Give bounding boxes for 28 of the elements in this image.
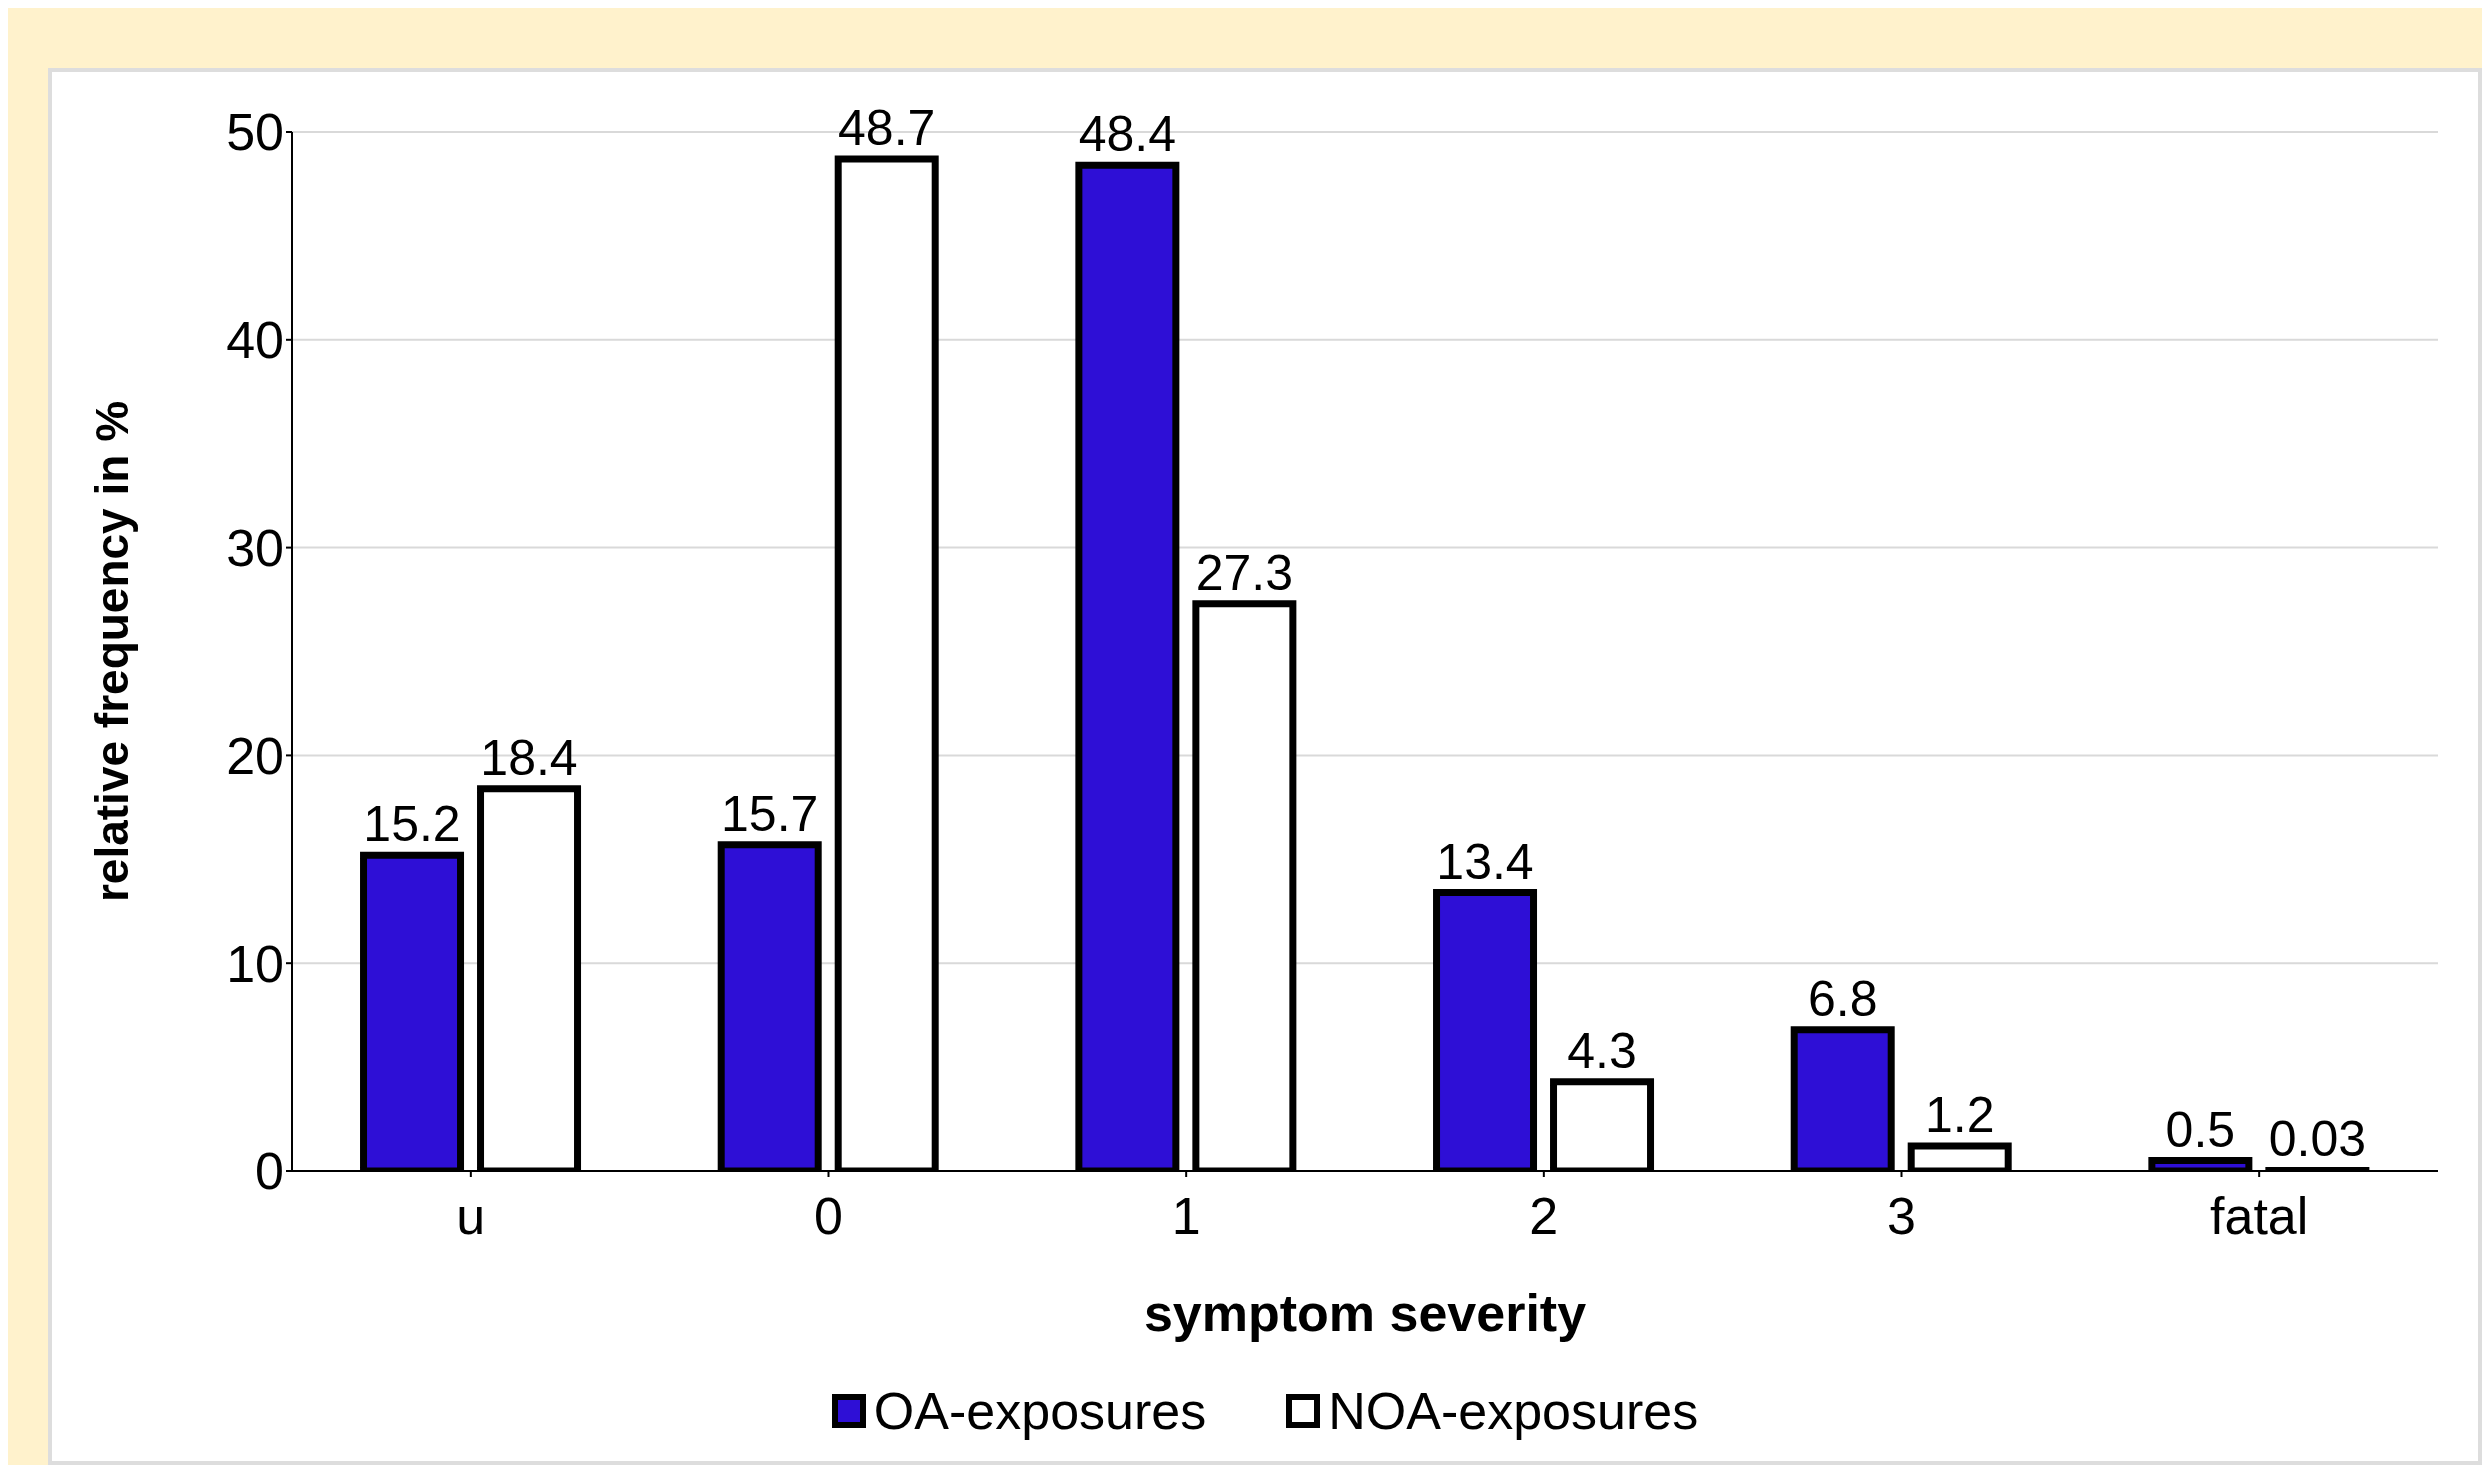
y-tick-label: 10: [226, 934, 284, 993]
data-label: 0.03: [2268, 1111, 2367, 1168]
data-label: 15.2: [363, 796, 461, 853]
x-tick-label: 1: [1171, 1186, 1201, 1245]
data-label: 48.7: [838, 100, 936, 157]
y-tick-label: 0: [255, 1142, 284, 1201]
y-tick-label: 20: [226, 726, 284, 785]
x-tick-label: 2: [1529, 1186, 1559, 1245]
y-tick-label: 50: [226, 103, 284, 162]
x-tick-label: 0: [814, 1186, 843, 1245]
data-label: 27.3: [1195, 544, 1294, 601]
x-axis-title: symptom severity: [1143, 1284, 1587, 1342]
y-axis-title: relative frequency in %: [86, 400, 139, 903]
legend-label: NOA-exposures: [1328, 1381, 1699, 1441]
data-label: 48.4: [1078, 106, 1177, 163]
x-tick-label: fatal: [2210, 1186, 2309, 1245]
data-label: 13.4: [1436, 833, 1534, 890]
legend-label: OA-exposures: [873, 1381, 1207, 1441]
data-label: 15.7: [721, 785, 819, 842]
x-tick-label: u: [456, 1186, 486, 1245]
y-tick-label: 30: [226, 519, 284, 578]
data-label: 0.5: [2165, 1101, 2236, 1158]
data-label: 4.3: [1567, 1022, 1637, 1079]
data-label: 6.8: [1807, 970, 1878, 1027]
data-label: 18.4: [480, 729, 578, 786]
x-tick-label: 3: [1887, 1186, 1916, 1245]
y-tick-label: 40: [226, 311, 284, 370]
data-label: 1.2: [1924, 1087, 1995, 1144]
